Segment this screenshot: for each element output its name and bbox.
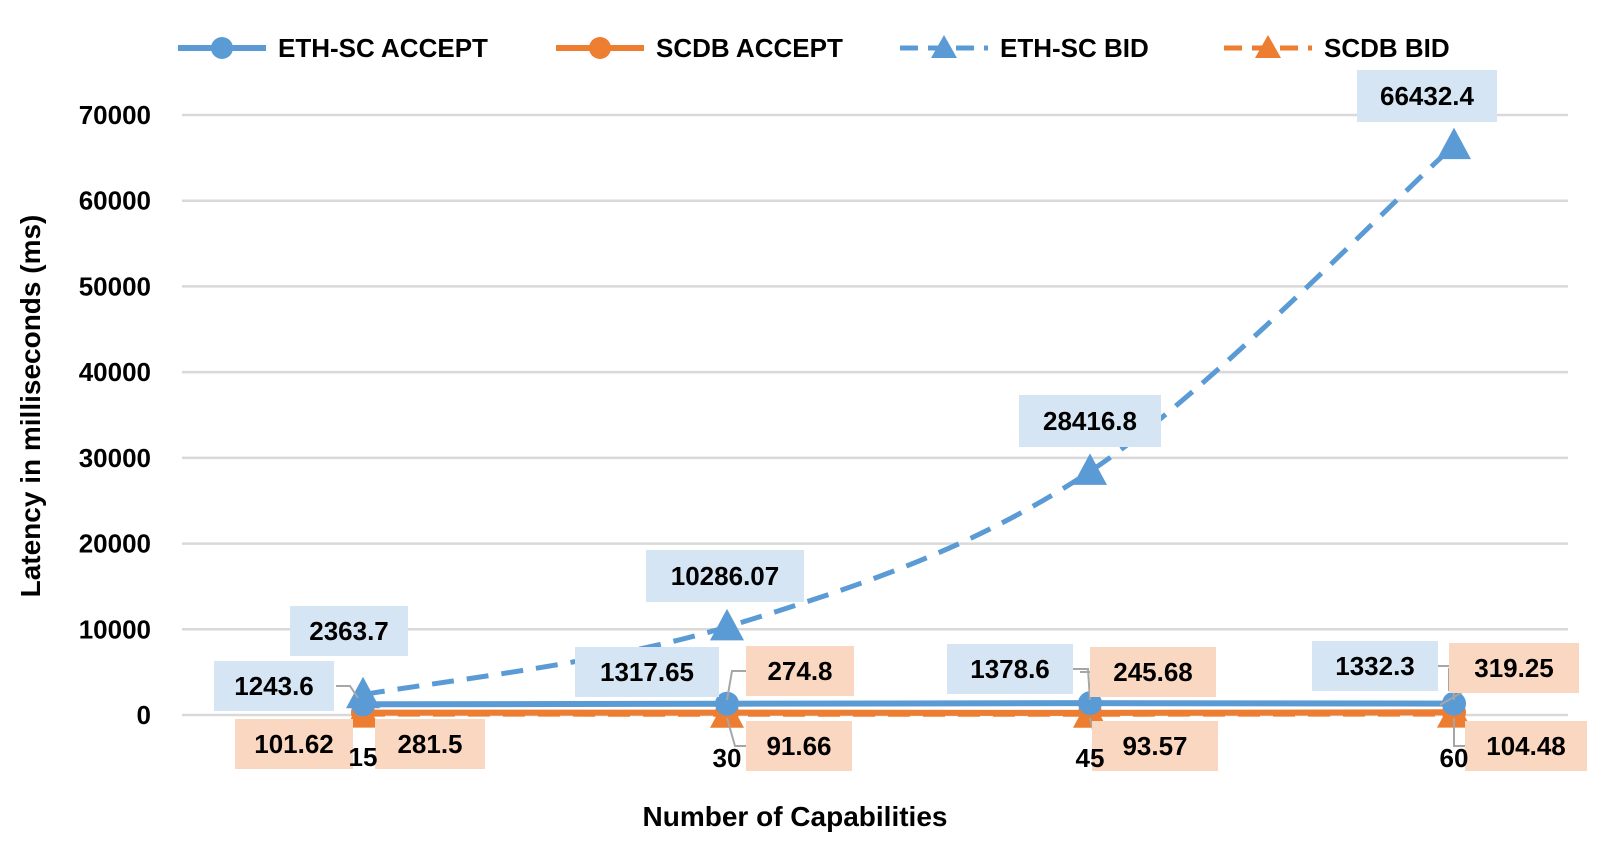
data-label-text: 1243.6: [234, 671, 314, 701]
data-label-box: [1019, 395, 1161, 447]
data-label-text: 245.68: [1113, 657, 1193, 687]
data-label-scdb-bid: 91.66: [746, 721, 852, 771]
series-line: [362, 709, 1455, 716]
y-tick-label: 50000: [79, 271, 151, 301]
data-label-text: 28416.8: [1043, 406, 1137, 436]
y-tick-label: 60000: [79, 186, 151, 216]
data-point-marker: [1078, 691, 1102, 716]
data-label-box: [746, 721, 852, 771]
x-axis-ticks: 15 30 45 60: [349, 742, 1469, 773]
legend-marker: [931, 35, 957, 58]
data-label-text: 1332.3: [1335, 651, 1415, 681]
data-label-eth-sc-bid: 28416.8: [1019, 395, 1161, 447]
y-axis-title: Latency in milliseconds (ms): [15, 215, 46, 598]
y-axis-ticks: 0 10000 20000 30000 40000 50000 60000 70000: [79, 100, 151, 730]
legend-label: ETH-SC ACCEPT: [278, 33, 488, 63]
legend-item-scdb-accept: SCDB ACCEPT: [556, 33, 843, 63]
data-label-box: [1312, 641, 1438, 691]
legend-label: ETH-SC BID: [1000, 33, 1149, 63]
data-label-box: [1090, 647, 1216, 697]
data-label-text: 319.25: [1474, 653, 1554, 683]
series-lines: [346, 127, 1471, 728]
label-leader-line: [726, 670, 746, 701]
data-label-box: [290, 606, 408, 656]
data-label-box: [375, 719, 485, 769]
legend-item-eth-sc-accept: ETH-SC ACCEPT: [178, 33, 488, 63]
x-axis-title: Number of Capabilities: [643, 801, 948, 832]
legend-marker: [1255, 35, 1281, 58]
y-tick-label: 70000: [79, 100, 151, 130]
legend: ETH-SC ACCEPT SCDB ACCEPT ETH-SC BID SCDB B…: [178, 33, 1450, 63]
data-label-scdb-accept: 245.68: [1090, 647, 1216, 697]
data-label-text: 274.8: [767, 656, 832, 686]
data-label-scdb-accept: 274.8: [746, 646, 854, 696]
data-label-box: [214, 661, 334, 711]
data-label-eth-sc-bid: 66432.4: [1357, 70, 1497, 122]
data-point-marker: [1073, 453, 1107, 485]
label-leader-line: [336, 685, 359, 699]
data-label-text: 104.48: [1486, 731, 1566, 761]
data-label-text: 10286.07: [671, 561, 779, 591]
data-label-eth-sc-accept: 1378.6: [947, 644, 1073, 694]
y-tick-label: 10000: [79, 614, 151, 644]
data-point-marker: [1437, 127, 1471, 160]
y-tick-label: 0: [137, 700, 151, 730]
data-label-text: 1378.6: [970, 654, 1050, 684]
gridlines: [182, 113, 1568, 717]
label-leader-line: [726, 717, 746, 747]
data-label-text: 101.62: [254, 729, 334, 759]
x-tick-label: 15: [349, 742, 378, 772]
data-label-box: [746, 646, 854, 696]
data-label-text: 1317.65: [600, 657, 694, 687]
x-tick-label: 60: [1440, 743, 1469, 773]
data-label-eth-sc-accept: 1317.65: [575, 647, 719, 697]
label-leader-line: [1453, 718, 1465, 747]
data-label-text: 93.57: [1122, 731, 1187, 761]
data-label-eth-sc-bid: 10286.07: [646, 550, 804, 602]
series-line: [362, 700, 1455, 708]
series-eth-sc-accept: [351, 691, 1466, 717]
data-point-marker: [351, 692, 375, 717]
x-tick-label: 45: [1076, 743, 1105, 773]
legend-label: SCDB ACCEPT: [656, 33, 843, 63]
data-label-eth-sc-accept: 1243.6: [214, 661, 334, 711]
x-tick-label: 30: [713, 743, 742, 773]
data-label-box: [1357, 70, 1497, 122]
y-tick-label: 20000: [79, 529, 151, 559]
data-label-text: 2363.7: [309, 616, 389, 646]
data-label-eth-sc-accept: 1332.3: [1312, 641, 1438, 691]
legend-item-scdb-bid: SCDB BID: [1224, 33, 1450, 63]
data-labels: 2363.7 10286.07 28416.8 66432.4 1243.6 1317.6…: [214, 70, 1587, 771]
legend-marker: [589, 37, 611, 59]
data-label-scdb-bid: 104.48: [1465, 721, 1587, 771]
data-label-scdb-bid: 101.62: [235, 719, 353, 769]
data-label-box: [1449, 643, 1579, 693]
data-label-box: [1465, 721, 1587, 771]
data-label-text: 91.66: [766, 731, 831, 761]
data-point-marker: [715, 691, 739, 716]
y-tick-label: 30000: [79, 443, 151, 473]
data-label-eth-sc-bid: 2363.7: [290, 606, 408, 656]
data-label-text: 66432.4: [1380, 81, 1475, 111]
data-label-scdb-accept: 319.25: [1449, 643, 1579, 693]
label-leader-line: [1073, 668, 1091, 701]
legend-marker: [211, 37, 233, 59]
data-label-box: [575, 647, 719, 697]
series-line: [362, 143, 1456, 698]
legend-label: SCDB BID: [1324, 33, 1450, 63]
data-label-box: [1092, 721, 1218, 771]
data-label-box: [235, 719, 353, 769]
data-point-marker: [710, 608, 744, 641]
data-label-box: [646, 550, 804, 602]
data-point-marker: [1442, 691, 1466, 716]
legend-item-eth-sc-bid: ETH-SC BID: [900, 33, 1149, 63]
series-eth-sc-bid: [346, 127, 1471, 709]
data-label-box: [947, 644, 1073, 694]
data-label-scdb-bid: 93.57: [1092, 721, 1218, 771]
y-tick-label: 40000: [79, 357, 151, 387]
data-label-text: 281.5: [397, 729, 462, 759]
data-label-scdb-accept: 281.5: [375, 719, 485, 769]
